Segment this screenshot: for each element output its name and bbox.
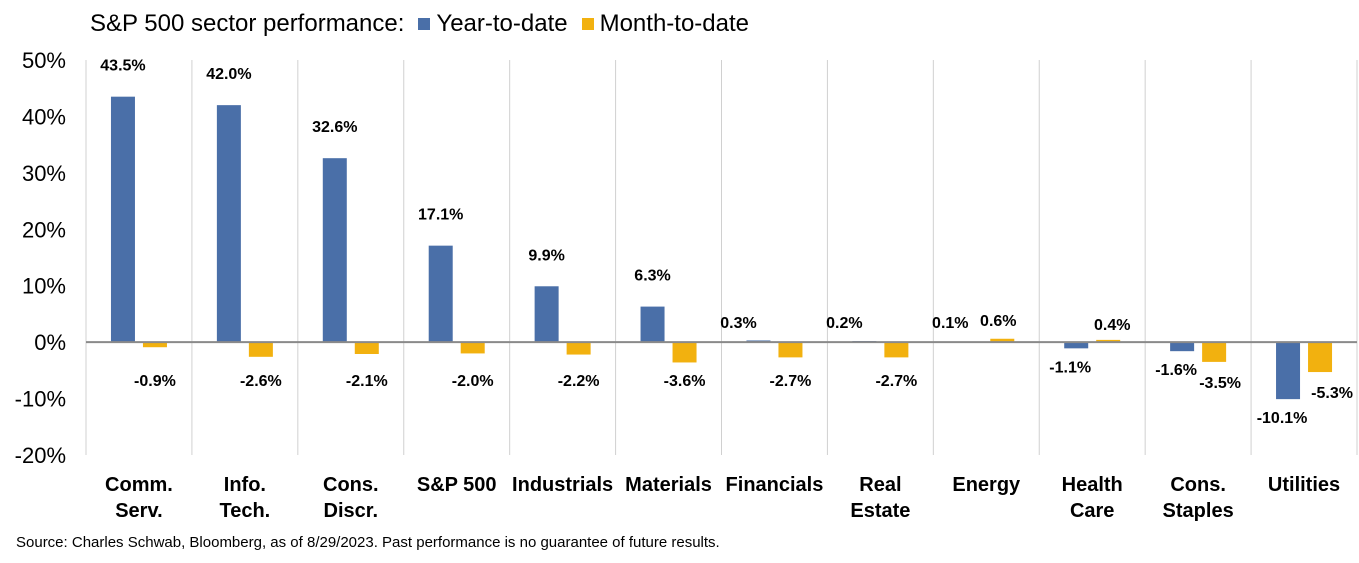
legend-label-mtd: Month-to-date [599, 10, 750, 37]
category-label: Care [1070, 500, 1114, 522]
data-label-year-to-date: -1.1% [1049, 359, 1091, 376]
data-label-year-to-date: 17.1% [418, 207, 463, 224]
bar-year-to-date [216, 105, 241, 343]
data-label-year-to-date: 43.5% [100, 58, 145, 75]
category-label: Health [1062, 474, 1123, 496]
bar-month-to-date [990, 338, 1015, 343]
bar-year-to-date [110, 96, 135, 343]
legend-item-ytd: Year-to-date [418, 10, 568, 38]
bar-year-to-date [1276, 342, 1301, 400]
data-label-year-to-date: 0.2% [826, 315, 862, 332]
category-label: Estate [850, 500, 910, 522]
bar-year-to-date [1064, 342, 1089, 349]
bar-month-to-date [460, 342, 485, 354]
bar-month-to-date [1202, 342, 1227, 362]
data-label-year-to-date: -1.6% [1155, 362, 1197, 379]
data-label-year-to-date: 6.3% [634, 268, 670, 285]
data-label-month-to-date: -2.1% [346, 373, 388, 390]
legend-swatch-mtd [581, 18, 594, 30]
data-label-year-to-date: 0.1% [932, 315, 968, 332]
chart-title: S&P 500 sector performance: [90, 10, 405, 37]
data-label-year-to-date: 0.3% [720, 315, 756, 332]
category-label: Energy [952, 474, 1021, 496]
category-label: Materials [625, 474, 712, 496]
category-label: Industrials [512, 474, 613, 496]
data-label-month-to-date: -2.7% [875, 373, 917, 390]
chart-header: S&P 500 sector performance: Year-to-date… [90, 8, 749, 40]
bar-month-to-date [354, 342, 379, 354]
category-label: S&P 500 [417, 474, 497, 496]
data-label-month-to-date: 0.4% [1094, 317, 1130, 334]
y-tick-label: 30% [22, 161, 66, 186]
data-label-month-to-date: 0.6% [980, 313, 1016, 330]
category-label: Staples [1163, 500, 1234, 522]
bar-month-to-date [884, 342, 909, 358]
y-tick-label: 10% [22, 274, 66, 299]
bar-month-to-date [778, 342, 803, 358]
y-tick-label: -10% [15, 387, 66, 412]
y-tick-label: 0% [34, 330, 66, 355]
bar-month-to-date [566, 342, 591, 355]
category-label: Cons. [323, 474, 379, 496]
y-tick-label: 50% [22, 48, 66, 73]
data-label-month-to-date: -0.9% [134, 373, 176, 390]
data-label-month-to-date: -5.3% [1311, 385, 1353, 402]
category-label: Serv. [115, 500, 162, 522]
category-label: Utilities [1268, 474, 1340, 496]
data-label-year-to-date: 42.0% [206, 66, 251, 83]
data-label-month-to-date: -2.0% [452, 373, 494, 390]
bar-month-to-date [1308, 342, 1333, 373]
data-label-year-to-date: -10.1% [1257, 410, 1308, 427]
legend-swatch-ytd [418, 18, 431, 30]
data-label-month-to-date: -3.6% [664, 373, 706, 390]
bar-year-to-date [322, 158, 347, 343]
y-tick-label: -20% [15, 443, 66, 468]
bar-year-to-date [1170, 342, 1195, 352]
category-label: Cons. [1170, 474, 1226, 496]
source-note: Source: Charles Schwab, Bloomberg, as of… [16, 534, 720, 551]
data-label-month-to-date: -2.6% [240, 373, 282, 390]
y-tick-label: 40% [22, 104, 66, 129]
bar-month-to-date [142, 342, 167, 348]
category-label: Info. [224, 474, 266, 496]
bar-year-to-date [428, 245, 453, 343]
legend-item-mtd: Month-to-date [581, 10, 750, 38]
data-label-month-to-date: -3.5% [1199, 375, 1241, 392]
bar-month-to-date [248, 342, 273, 357]
bar-year-to-date [534, 286, 559, 343]
legend-label-ytd: Year-to-date [436, 10, 568, 37]
data-label-month-to-date: -2.2% [558, 373, 600, 390]
category-label: Tech. [219, 500, 270, 522]
data-label-month-to-date: -2.7% [770, 373, 812, 390]
data-label-year-to-date: 32.6% [312, 119, 357, 136]
bar-month-to-date [1096, 339, 1121, 343]
category-label: Comm. [105, 474, 173, 496]
bar-year-to-date [640, 306, 665, 343]
category-label: Real [859, 474, 901, 496]
category-label: Discr. [324, 500, 378, 522]
category-label: Financials [726, 474, 824, 496]
y-tick-label: 20% [22, 217, 66, 242]
data-label-year-to-date: 9.9% [528, 247, 564, 264]
bar-month-to-date [672, 342, 697, 363]
